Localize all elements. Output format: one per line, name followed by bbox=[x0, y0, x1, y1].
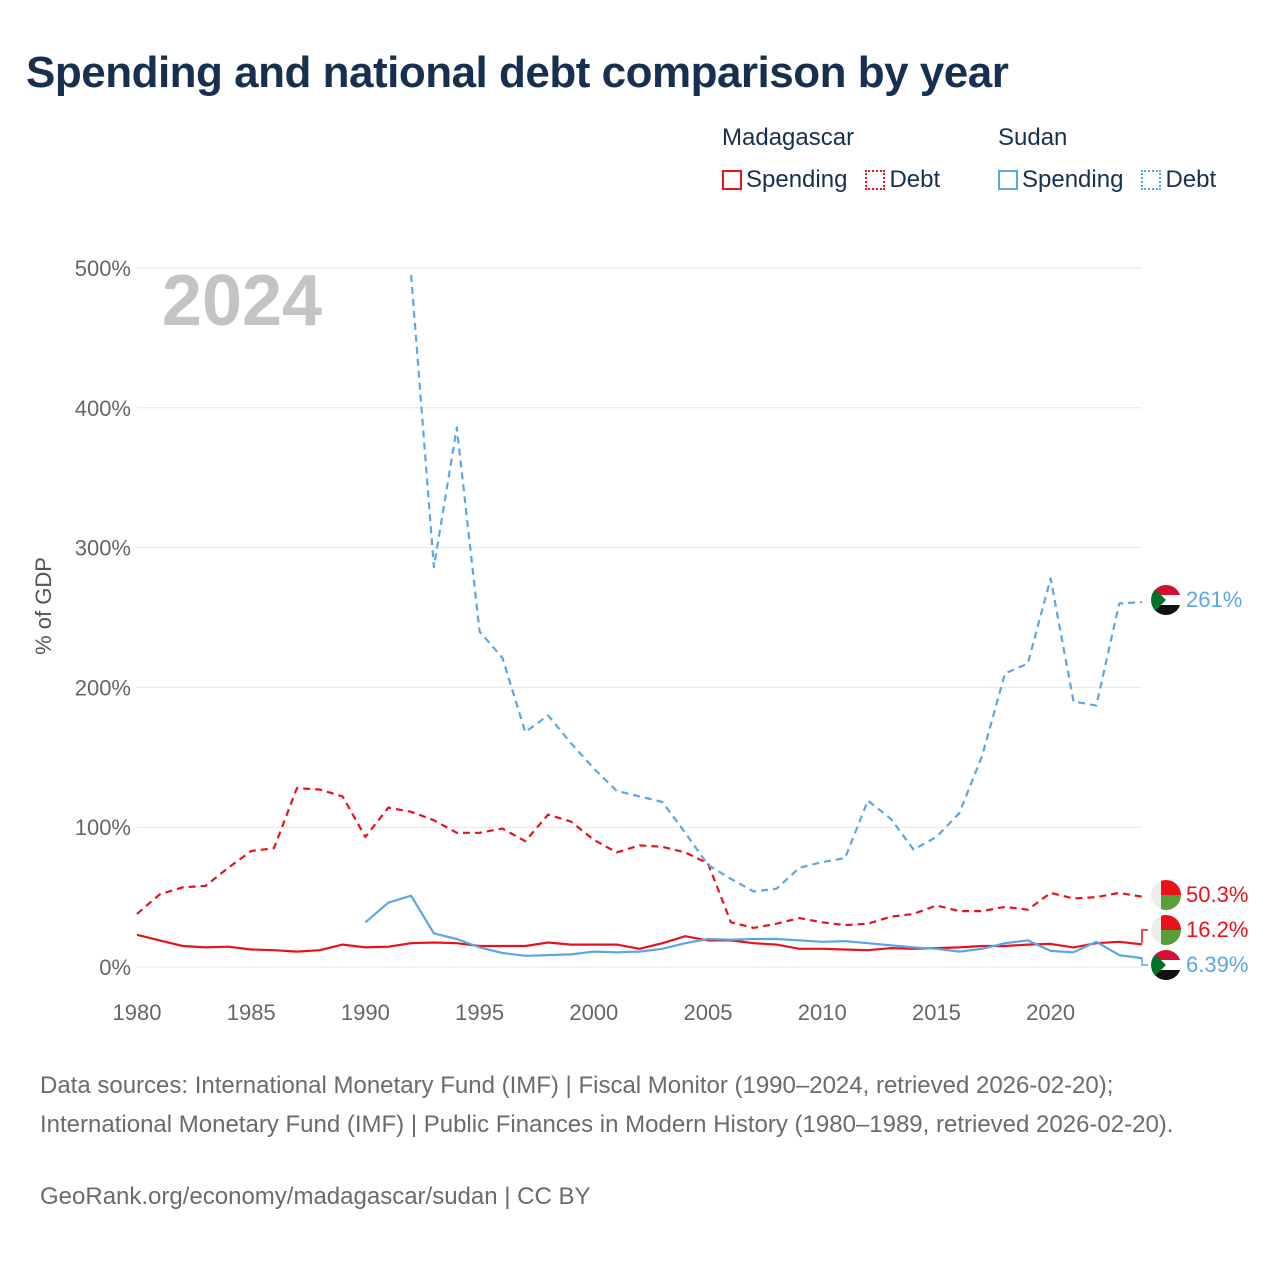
chart-title: Spending and national debt comparison by… bbox=[26, 48, 1009, 97]
legend-swatch-dotted bbox=[1141, 170, 1162, 190]
data-sources: Data sources: International Monetary Fun… bbox=[40, 1072, 1174, 1138]
end-label-sudan-debt: 261% bbox=[1186, 587, 1242, 612]
series-line-sudan-debt[interactable] bbox=[410, 274, 1143, 893]
y-tick-label: 400% bbox=[75, 396, 131, 421]
legend-swatch-solid bbox=[722, 170, 742, 190]
y-tick-label: 300% bbox=[75, 536, 131, 561]
y-tick-label: 100% bbox=[75, 815, 131, 840]
y-axis-ticks: 0% 100% 200% 300% 400% 500% bbox=[75, 256, 131, 980]
x-tick-label: 1990 bbox=[341, 1000, 390, 1025]
end-label-madagascar-spending: 16.2% bbox=[1186, 917, 1248, 942]
x-tick-label: 1995 bbox=[455, 1000, 504, 1025]
series bbox=[136, 274, 1143, 960]
y-tick-label: 0% bbox=[99, 955, 131, 980]
series-line-madagascar-spending[interactable] bbox=[136, 933, 1143, 953]
x-tick-label: 2005 bbox=[684, 1000, 733, 1025]
credit-link[interactable]: GeoRank.org/economy/madagascar/sudan | C… bbox=[40, 1183, 591, 1210]
sudan-flag-icon bbox=[1151, 950, 1181, 980]
y-axis-label: % of GDP bbox=[31, 557, 56, 655]
legend-label: Spending bbox=[1022, 166, 1124, 193]
madagascar-flag-icon bbox=[1151, 880, 1181, 910]
leader-line-madagascar-spending bbox=[1141, 929, 1148, 943]
x-tick-label: 2000 bbox=[569, 1000, 618, 1025]
legend-label: Spending bbox=[746, 166, 848, 193]
legend-label: Debt bbox=[1165, 166, 1217, 193]
y-tick-label: 200% bbox=[75, 675, 131, 700]
legend-item-madagascar-spending[interactable]: Spending bbox=[722, 166, 847, 194]
legend-item-madagascar-debt[interactable]: Debt bbox=[865, 166, 940, 194]
madagascar-flag-icon bbox=[1151, 915, 1181, 945]
legend-label: Debt bbox=[889, 166, 941, 193]
legend-swatch-solid bbox=[998, 170, 1018, 190]
sudan-flag-icon bbox=[1151, 585, 1181, 615]
legend-item-sudan-debt[interactable]: Debt bbox=[1141, 166, 1216, 194]
x-tick-label: 2010 bbox=[798, 1000, 847, 1025]
end-label-sudan-spending: 6.39% bbox=[1186, 952, 1248, 977]
x-tick-label: 2015 bbox=[912, 1000, 961, 1025]
legend-item-sudan-spending[interactable]: Spending bbox=[998, 166, 1123, 194]
y-tick-label: 500% bbox=[75, 256, 131, 281]
end-label-madagascar-debt: 50.3% bbox=[1186, 882, 1248, 907]
series-line-madagascar-debt[interactable] bbox=[136, 786, 1143, 930]
x-tick-label: 1985 bbox=[227, 1000, 276, 1025]
grid bbox=[137, 267, 1142, 968]
leader-line-sudan-spending bbox=[1141, 957, 1148, 966]
series-line-sudan-spending[interactable] bbox=[364, 894, 1143, 960]
legend-group-title: Sudan bbox=[998, 124, 1068, 151]
x-tick-label: 1980 bbox=[113, 1000, 162, 1025]
legend-group-madagascar: Madagascar Spending Debt bbox=[722, 124, 958, 194]
x-axis-ticks: 1980 1985 1990 1995 2000 2005 2010 2015 2020 bbox=[113, 1000, 1076, 1025]
legend-swatch-dotted bbox=[865, 170, 886, 190]
legend-group-title: Madagascar bbox=[722, 124, 855, 151]
x-tick-label: 2020 bbox=[1026, 1000, 1075, 1025]
line-chart: 0% 100% 200% 300% 400% 500% 1980 1985 1990 1995 2… bbox=[31, 256, 1248, 1025]
legend-group-sudan: Sudan Spending Debt bbox=[998, 124, 1234, 194]
year-watermark: 2024 bbox=[162, 261, 322, 341]
